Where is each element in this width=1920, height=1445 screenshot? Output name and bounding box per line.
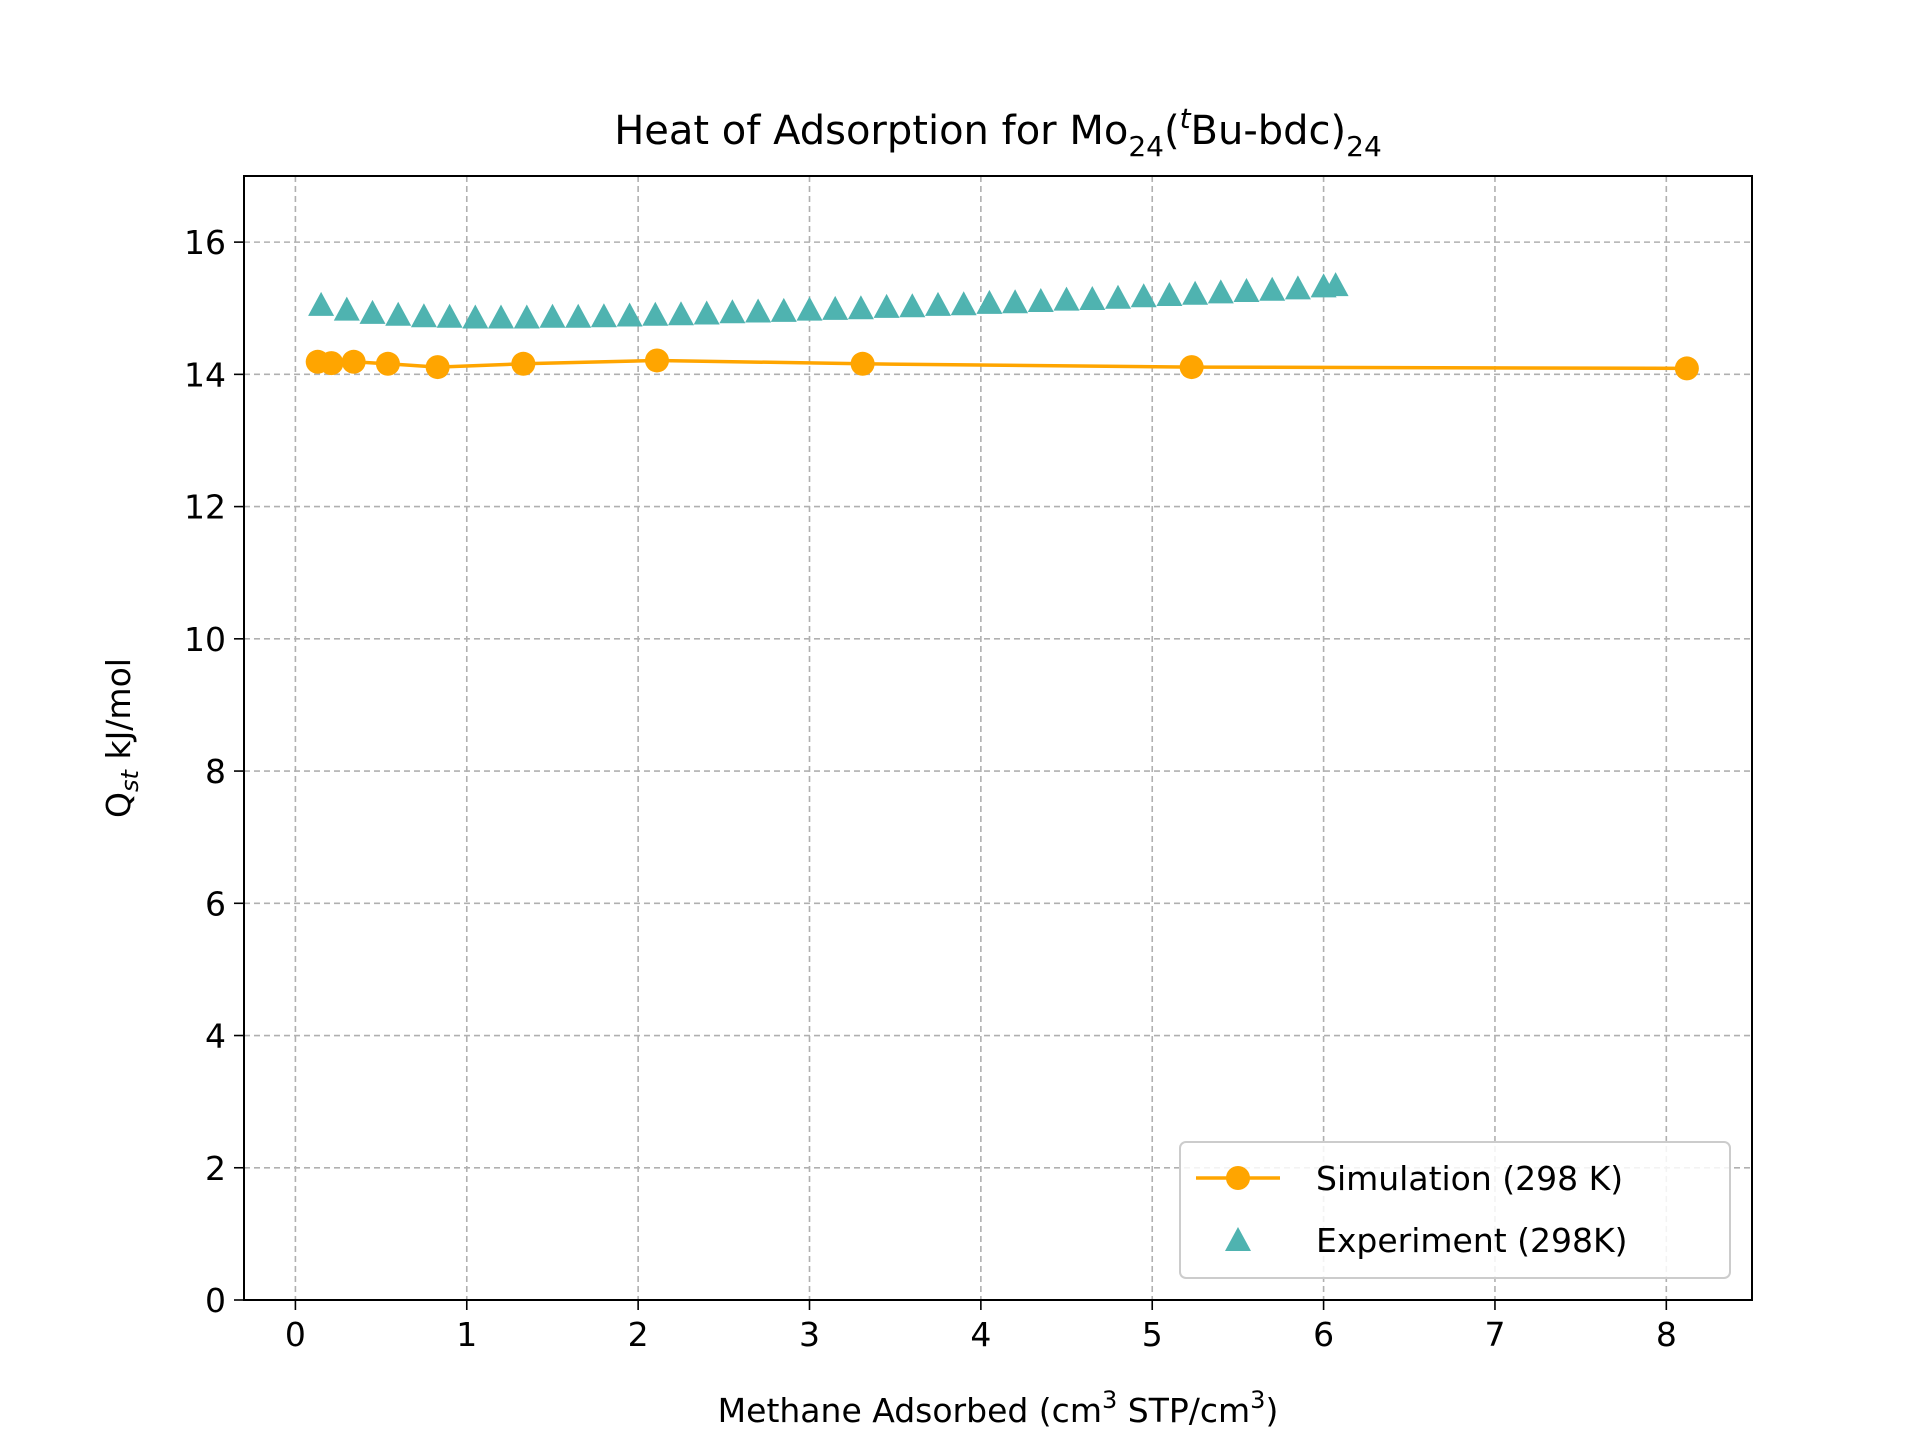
experiment-point [333, 296, 360, 321]
experiment-point [616, 302, 643, 327]
series-layer [305, 272, 1699, 381]
x-tick-label: 0 [285, 1315, 306, 1354]
chart-title: Heat of Adsorption for Mo24(tBu-bdc)24 [614, 102, 1382, 163]
experiment-point [1130, 283, 1157, 308]
experiment-point [1027, 288, 1054, 312]
experiment-point [1207, 279, 1234, 304]
y-tick-label: 8 [205, 752, 226, 791]
legend: Simulation (298 K) Experiment (298K) [1179, 1141, 1731, 1279]
experiment-point [796, 296, 823, 321]
experiment-point [770, 297, 797, 322]
experiment-point [565, 303, 592, 328]
experiment-point [925, 291, 951, 316]
simulation-point [341, 349, 366, 374]
experiment-point [462, 304, 489, 329]
experiment-point [1284, 275, 1311, 300]
x-tick-label: 6 [1313, 1315, 1334, 1354]
legend-simulation-marker [1226, 1166, 1250, 1190]
x-tick-label: 2 [628, 1315, 649, 1354]
y-tick-label: 2 [205, 1149, 226, 1188]
series-experiment [308, 272, 1349, 329]
legend-experiment-marker [1225, 1227, 1251, 1251]
experiment-point [719, 299, 746, 324]
x-axis-ticks: 0 1 2 3 4 5 6 7 8 [285, 1300, 1677, 1354]
series-simulation [305, 348, 1699, 381]
x-tick-label: 5 [1142, 1315, 1163, 1354]
y-tick-label: 14 [184, 355, 226, 394]
x-tick-label: 3 [799, 1315, 820, 1354]
simulation-point [644, 348, 669, 373]
legend-frame [1179, 1141, 1731, 1279]
experiment-point [590, 303, 617, 328]
simulation-point [511, 351, 536, 376]
plot-frame [243, 175, 1753, 1301]
experiment-point [976, 289, 1003, 314]
experiment-point [359, 299, 386, 324]
experiment-point [847, 295, 874, 320]
experiment-point [693, 300, 720, 325]
experiment-point [1105, 284, 1131, 309]
y-tick-label: 4 [205, 1017, 226, 1056]
experiment-point [1156, 282, 1183, 306]
experiment-point [436, 303, 463, 328]
simulation-point [319, 351, 344, 376]
x-tick-label: 8 [1656, 1315, 1677, 1354]
x-tick-label: 4 [970, 1315, 991, 1354]
experiment-point [1079, 286, 1106, 310]
simulation-point [850, 351, 875, 376]
y-tick-label: 12 [184, 488, 226, 527]
experiment-point [745, 298, 772, 323]
simulation-point [375, 351, 400, 376]
experiment-point [1002, 289, 1029, 314]
experiment-point [822, 295, 849, 320]
y-tick-label: 6 [205, 884, 226, 923]
y-axis-label: Qst kJ/mol [99, 658, 144, 818]
experiment-point [488, 304, 514, 329]
x-axis-label: Methane Adsorbed (cm3 STP/cm3) [718, 1386, 1279, 1430]
y-tick-label: 16 [184, 223, 226, 262]
experiment-point [1322, 272, 1349, 297]
experiment-point [513, 304, 540, 329]
experiment-point [873, 293, 900, 318]
x-tick-label: 7 [1484, 1315, 1505, 1354]
experiment-point [642, 301, 669, 326]
experiment-point [1233, 278, 1260, 302]
legend-simulation-label: Simulation (298 K) [1316, 1159, 1623, 1198]
experiment-point [539, 303, 566, 328]
experiment-point [385, 301, 412, 326]
experiment-point [308, 291, 335, 316]
x-tick-label: 1 [456, 1315, 477, 1354]
experiment-point [1053, 286, 1080, 311]
y-axis-ticks: 0 2 4 6 8 10 12 14 16 [184, 223, 244, 1320]
simulation-point [1179, 355, 1204, 380]
experiment-point [410, 303, 437, 328]
experiment-point [1259, 276, 1286, 301]
grid-lines [244, 176, 1752, 1301]
y-tick-label: 0 [205, 1281, 226, 1320]
experiment-point [899, 293, 926, 318]
experiment-point [1182, 280, 1209, 305]
simulation-point [425, 355, 450, 380]
simulation-point [1674, 356, 1699, 381]
experiment-point [668, 301, 694, 326]
experiment-point [950, 291, 977, 316]
y-tick-label: 10 [184, 620, 226, 659]
legend-experiment-label: Experiment (298K) [1316, 1221, 1628, 1260]
